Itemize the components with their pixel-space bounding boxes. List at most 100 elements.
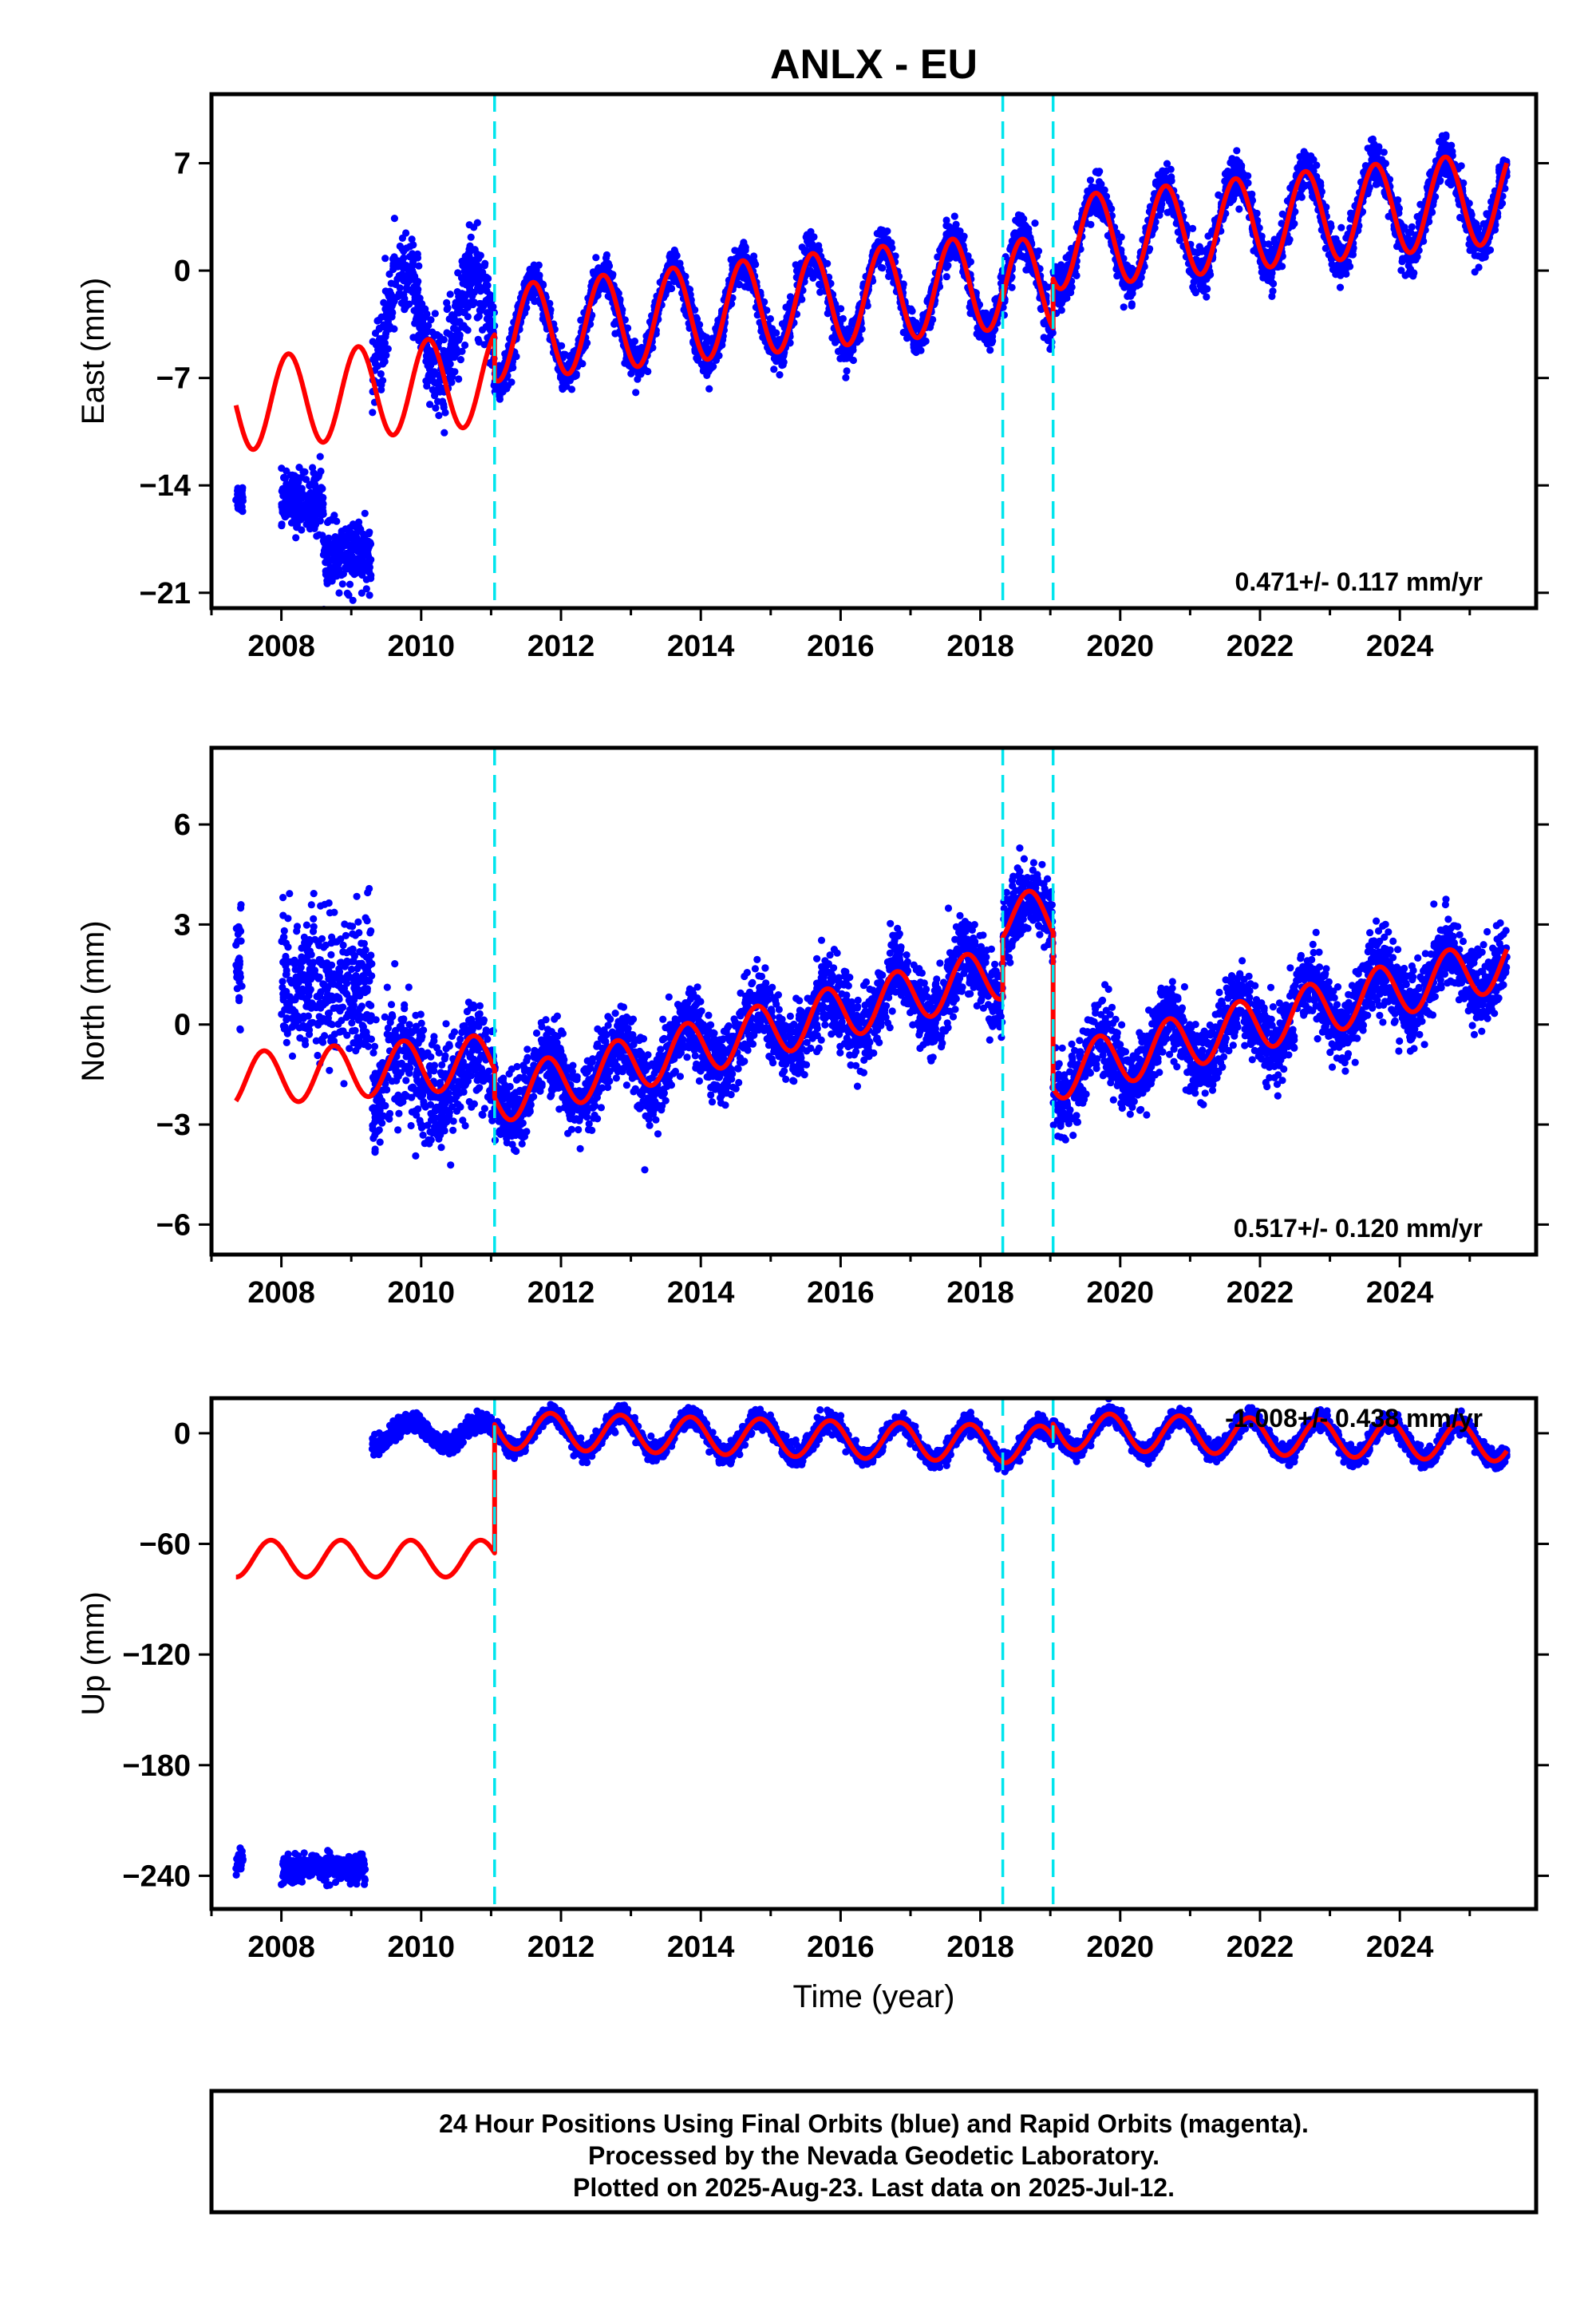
east-data-point bbox=[422, 377, 430, 385]
east-data-point bbox=[362, 585, 370, 593]
east-data-point bbox=[387, 279, 395, 287]
east-data-point bbox=[427, 347, 435, 355]
east-data-point bbox=[750, 257, 758, 265]
east-data-point bbox=[414, 278, 422, 286]
east-data-point bbox=[410, 306, 418, 314]
east-data-point bbox=[279, 506, 286, 514]
east-data-point bbox=[590, 270, 598, 278]
east-data-point bbox=[307, 493, 315, 501]
east-data-point bbox=[313, 517, 321, 525]
east-data-point bbox=[739, 274, 748, 282]
east-data-point bbox=[879, 229, 887, 237]
east-data-point bbox=[369, 409, 377, 417]
east-data-point bbox=[839, 352, 847, 360]
east-data-point bbox=[1337, 223, 1345, 231]
east-data-point bbox=[464, 250, 472, 258]
east-data-point bbox=[380, 321, 388, 329]
east-data-point bbox=[299, 468, 307, 476]
east-data-point bbox=[410, 285, 419, 293]
east-data-point bbox=[1269, 287, 1277, 295]
east-data-point bbox=[283, 485, 291, 493]
east-data-point bbox=[467, 233, 475, 241]
east-data-point bbox=[1444, 179, 1452, 187]
east-data-point bbox=[377, 370, 385, 378]
east-data-point bbox=[381, 333, 389, 341]
east-data-point bbox=[566, 377, 574, 385]
east-data-point bbox=[293, 524, 301, 532]
east-data-point bbox=[693, 356, 702, 364]
east-data-point bbox=[381, 255, 389, 263]
east-data-point bbox=[379, 360, 387, 368]
east-data-point bbox=[361, 509, 369, 517]
east-data-point bbox=[1016, 219, 1024, 227]
east-data-point bbox=[317, 467, 325, 476]
east-data-point bbox=[381, 339, 389, 347]
east-data-point bbox=[466, 274, 474, 282]
east-data-point bbox=[314, 495, 322, 504]
east-data-point bbox=[360, 545, 368, 553]
east-data-point bbox=[736, 247, 744, 255]
east-data-point bbox=[456, 334, 464, 342]
east-data-point bbox=[1013, 230, 1021, 238]
east-data-point bbox=[459, 261, 467, 269]
east-data-point bbox=[325, 558, 333, 567]
east-data-point bbox=[400, 254, 408, 262]
east-data-point bbox=[367, 575, 375, 583]
east-data-point bbox=[461, 293, 469, 301]
east-data-point bbox=[290, 514, 299, 522]
east-data-point bbox=[345, 591, 353, 599]
east-data-point bbox=[310, 480, 318, 488]
east-data-point bbox=[347, 546, 355, 554]
east-data-point bbox=[349, 596, 357, 604]
east-data-point bbox=[405, 300, 413, 308]
east-data-point bbox=[342, 541, 350, 550]
east-data-point bbox=[302, 476, 310, 484]
east-data-point bbox=[319, 510, 327, 518]
east-data-point bbox=[365, 528, 373, 536]
east-data-point bbox=[298, 495, 306, 503]
east-data-point bbox=[488, 296, 496, 304]
east-data-point bbox=[372, 341, 380, 349]
east-data-point bbox=[457, 274, 466, 282]
east-data-point bbox=[458, 347, 466, 355]
east-data-point bbox=[637, 370, 645, 378]
east-data-point bbox=[399, 259, 407, 267]
east-data-point bbox=[390, 253, 398, 261]
east-data-point bbox=[405, 266, 413, 274]
east-data-point bbox=[942, 222, 950, 230]
east-data-point bbox=[466, 287, 474, 295]
east-data-point bbox=[454, 269, 462, 277]
east-data-point bbox=[445, 366, 453, 374]
east-data-point bbox=[327, 548, 335, 557]
east-data-point bbox=[453, 308, 461, 316]
east-data-point bbox=[411, 319, 419, 327]
east-data-point bbox=[431, 310, 439, 318]
east-data-point bbox=[1233, 147, 1241, 155]
east-data-point bbox=[390, 325, 398, 333]
east-data-point bbox=[792, 267, 801, 275]
east-data-point bbox=[346, 524, 354, 532]
east-data-point bbox=[339, 570, 347, 578]
east-data-point bbox=[348, 559, 356, 567]
east-data-point bbox=[334, 538, 342, 546]
east-data-point bbox=[343, 553, 351, 562]
east-data-point bbox=[408, 235, 416, 243]
east-data-point bbox=[1190, 278, 1198, 286]
east-data-point bbox=[437, 384, 444, 392]
east-data-point bbox=[824, 259, 832, 267]
east-data-point bbox=[348, 535, 356, 543]
east-data-point bbox=[468, 279, 476, 287]
east-data-point bbox=[950, 212, 958, 220]
east-data-point bbox=[459, 279, 467, 287]
east-data-point bbox=[350, 571, 358, 579]
east-data-point bbox=[371, 355, 379, 363]
east-data-point bbox=[1336, 283, 1345, 291]
east-data-point bbox=[912, 348, 920, 357]
east-data-point bbox=[281, 474, 289, 482]
east-data-point bbox=[239, 508, 247, 516]
east-data-point bbox=[627, 370, 635, 377]
east-data-point bbox=[843, 367, 851, 375]
east-data-point bbox=[309, 464, 317, 472]
east-data-point bbox=[465, 300, 473, 309]
